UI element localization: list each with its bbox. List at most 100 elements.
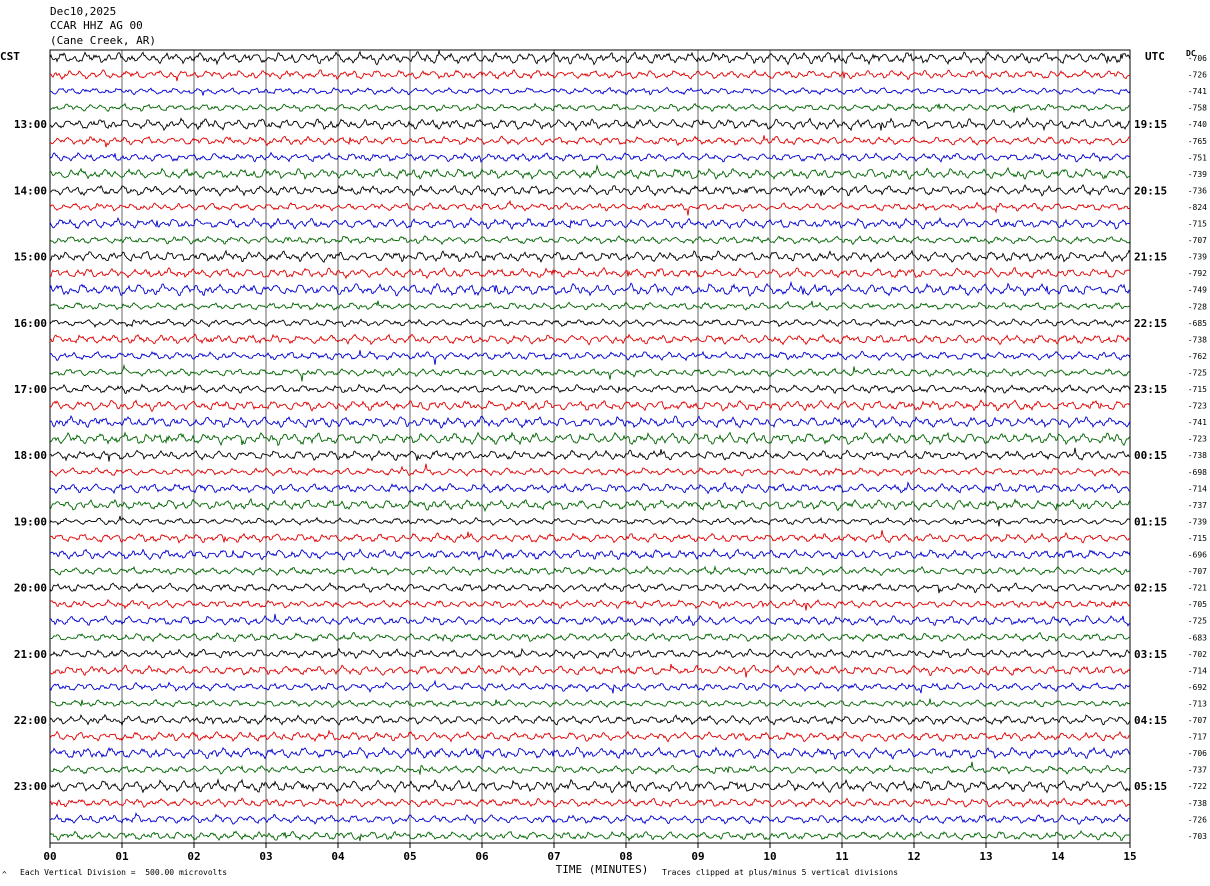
- trace-group: [49, 50, 1131, 842]
- dc-offset-18: -762: [1188, 352, 1207, 361]
- dc-offset-24: -738: [1188, 451, 1207, 460]
- utc-hour-label-4: 23:15: [1134, 383, 1167, 396]
- utc-hour-label-1: 20:15: [1134, 184, 1167, 197]
- dc-offset-20: -715: [1188, 385, 1207, 394]
- utc-hour-label-2: 21:15: [1134, 251, 1167, 264]
- x-tick-label-10: 10: [763, 850, 776, 863]
- trace-row-23: [49, 431, 1131, 447]
- cst-hour-label-4: 17:00: [14, 383, 47, 396]
- dc-offset-19: -725: [1188, 368, 1207, 377]
- x-axis-label: TIME (MINUTES): [556, 863, 649, 876]
- cst-hour-label-7: 20:00: [14, 582, 47, 595]
- trace-row-16: [49, 318, 1131, 329]
- trace-row-37: [49, 663, 1131, 678]
- x-tick-label-14: 14: [1051, 850, 1065, 863]
- trace-row-18: [49, 350, 1131, 365]
- trace-row-10: [49, 216, 1131, 230]
- plot-date: Dec10,2025: [50, 5, 117, 18]
- trace-row-5: [49, 135, 1131, 148]
- dc-offset-8: -736: [1188, 186, 1207, 195]
- trace-row-9: [49, 199, 1131, 216]
- dc-offset-6: -751: [1188, 153, 1207, 162]
- dc-offset-46: -726: [1188, 815, 1207, 824]
- trace-row-24: [49, 447, 1131, 462]
- dc-offset-26: -714: [1188, 484, 1207, 493]
- trace-row-13: [49, 266, 1131, 280]
- x-tick-label-05: 05: [403, 850, 416, 863]
- trace-row-47: [49, 830, 1131, 842]
- trace-row-4: [49, 117, 1131, 132]
- utc-hour-label-5: 00:15: [1134, 449, 1167, 462]
- dc-offset-9: -824: [1188, 203, 1207, 212]
- trace-row-36: [49, 647, 1131, 660]
- utc-hour-label-6: 01:15: [1134, 515, 1167, 528]
- dc-offset-16: -685: [1188, 319, 1207, 328]
- x-ticks: 00 01 02 03 04 05 06 07 08 09 10 11 12 13 14 15: [43, 843, 1137, 863]
- cst-label: CST: [0, 50, 20, 63]
- dc-offset-14: -749: [1188, 286, 1207, 295]
- trace-row-40: [49, 713, 1131, 727]
- dc-offset-12: -739: [1188, 253, 1207, 262]
- scale-note: Each Vertical Division = 500.00 microvol…: [20, 868, 228, 877]
- trace-row-12: [49, 249, 1131, 263]
- x-tick-label-13: 13: [979, 850, 992, 863]
- trace-row-20: [49, 383, 1131, 395]
- trace-row-2: [49, 86, 1131, 96]
- trace-row-45: [49, 797, 1131, 809]
- cst-hour-label-2: 15:00: [14, 251, 47, 264]
- dc-offset-7: -739: [1188, 170, 1207, 179]
- dc-offset-40: -707: [1188, 716, 1207, 725]
- dc-offset-27: -737: [1188, 501, 1207, 510]
- dc-offset-25: -698: [1188, 468, 1207, 477]
- dc-offset-38: -692: [1188, 683, 1207, 692]
- dc-offset-33: -705: [1188, 600, 1207, 609]
- dc-offset-2: -741: [1188, 87, 1207, 96]
- trace-row-15: [49, 300, 1131, 311]
- x-tick-label-12: 12: [907, 850, 920, 863]
- x-tick-label-07: 07: [547, 850, 560, 863]
- utc-hour-label-7: 02:15: [1134, 582, 1167, 595]
- x-tick-label-03: 03: [259, 850, 272, 863]
- utc-hour-labels: 19:15 20:15 21:15 22:15 23:15 00:15 01:15 02:15…: [1134, 118, 1167, 793]
- dc-offset-31: -707: [1188, 567, 1207, 576]
- dc-offset-30: -696: [1188, 551, 1207, 560]
- trace-row-31: [49, 565, 1131, 576]
- dc-offset-1: -726: [1188, 71, 1207, 80]
- dc-offset-44: -722: [1188, 782, 1207, 791]
- cst-hour-label-6: 19:00: [14, 515, 47, 528]
- trace-row-6: [49, 151, 1131, 163]
- cst-hour-labels: 13:00 14:00 15:00 16:00 17:00 18:00 19:00 20:00…: [14, 118, 47, 793]
- dc-offset-34: -725: [1188, 617, 1207, 626]
- trace-row-35: [50, 631, 1131, 643]
- cst-hour-label-0: 13:00: [14, 118, 47, 131]
- x-tick-label-15: 15: [1123, 850, 1136, 863]
- trace-row-43: [49, 761, 1131, 776]
- dc-offset-39: -713: [1188, 699, 1207, 708]
- dc-label: DC: [1186, 49, 1196, 58]
- grid-lines: [49, 50, 1131, 843]
- dc-offset-35: -683: [1188, 633, 1207, 642]
- dc-offset-47: -703: [1188, 832, 1207, 841]
- cst-hour-label-8: 21:00: [14, 648, 47, 661]
- trace-row-0: [49, 50, 1131, 66]
- utc-hour-label-0: 19:15: [1134, 118, 1167, 131]
- cst-hour-label-1: 14:00: [14, 184, 47, 197]
- trace-row-8: [49, 184, 1130, 197]
- cst-hour-label-10: 23:00: [14, 780, 47, 793]
- footer-mark: ^: [2, 870, 7, 879]
- x-tick-label-02: 02: [187, 850, 200, 863]
- trace-row-39: [49, 698, 1131, 708]
- dc-offset-32: -721: [1188, 584, 1207, 593]
- dc-offset-45: -738: [1188, 799, 1207, 808]
- trace-row-19: [49, 363, 1131, 382]
- trace-row-38: [49, 679, 1131, 694]
- trace-row-22: [49, 415, 1131, 429]
- dc-offset-13: -792: [1188, 269, 1207, 278]
- trace-row-29: [49, 530, 1130, 544]
- dc-offset-4: -740: [1188, 120, 1207, 129]
- trace-row-21: [49, 399, 1131, 413]
- trace-row-34: [49, 613, 1131, 627]
- trace-row-46: [49, 811, 1131, 825]
- trace-row-1: [49, 69, 1131, 82]
